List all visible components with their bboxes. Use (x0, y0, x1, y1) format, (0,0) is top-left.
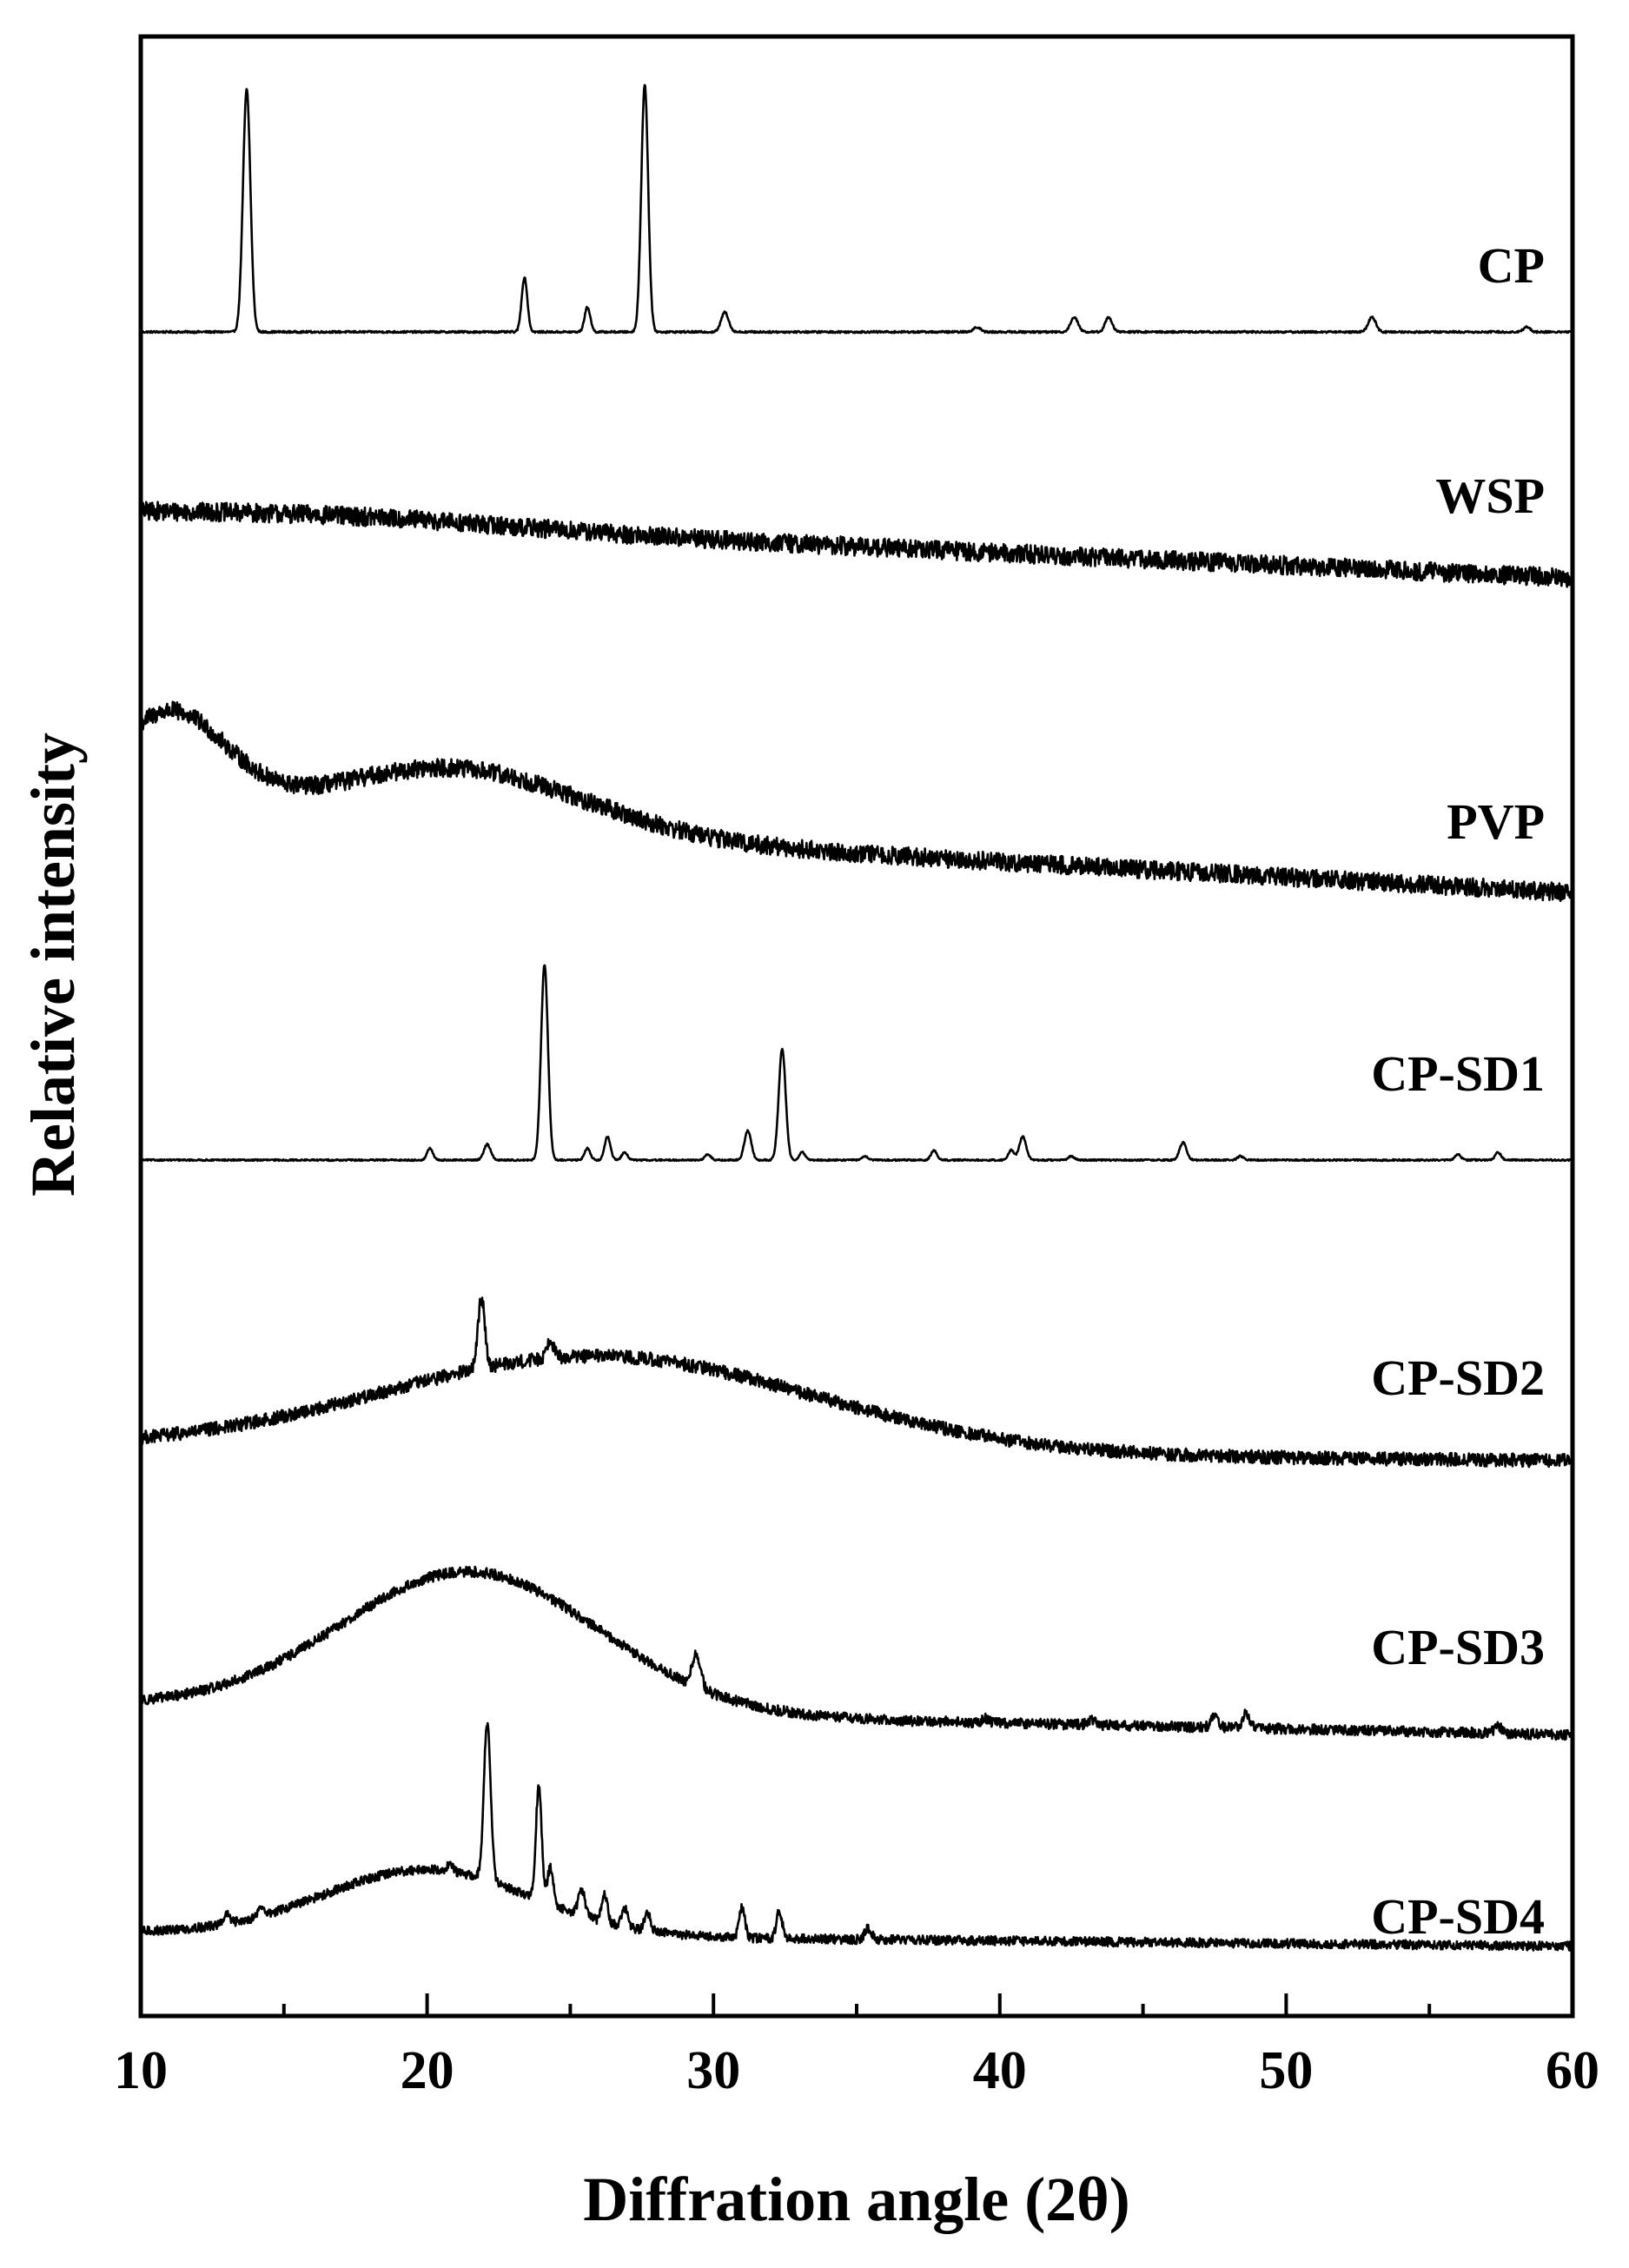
series-label-cp-sd3: CP-SD3 (1371, 1619, 1545, 1675)
series-labels-group: CP WSP PVP CP-SD1 CP-SD2 CP-SD3 CP-SD4 (1371, 237, 1545, 1945)
series-label-pvp: PVP (1447, 793, 1545, 850)
series-line-cp-sd4 (139, 1721, 1574, 1952)
series-line-wsp (139, 501, 1574, 588)
x-tick-label-30: 30 (686, 2041, 740, 2100)
traces-group (139, 83, 1574, 1952)
series-line-cp (139, 83, 1573, 335)
series-line-pvp (140, 700, 1574, 902)
series-label-cp-sd2: CP-SD2 (1371, 1350, 1545, 1406)
x-ticks-group (139, 1993, 1574, 2016)
series-label-wsp: WSP (1435, 468, 1545, 524)
series-label-cp: CP (1478, 237, 1545, 294)
series-label-cp-sd4: CP-SD4 (1371, 1888, 1545, 1945)
x-tick-labels-group: 10 20 30 40 50 60 (114, 2041, 1599, 2100)
x-tick-label-10: 10 (114, 2041, 168, 2100)
y-axis-title: Relative intensity (18, 733, 88, 1197)
x-tick-label-50: 50 (1259, 2041, 1313, 2100)
x-tick-label-40: 40 (973, 2041, 1027, 2100)
x-tick-label-60: 60 (1546, 2041, 1599, 2100)
series-label-cp-sd1: CP-SD1 (1371, 1045, 1545, 1102)
x-axis-title: Diffration angle (2θ) (583, 2165, 1129, 2234)
x-tick-label-20: 20 (401, 2041, 454, 2100)
series-line-cp-sd2 (139, 1296, 1574, 1469)
series-line-cp-sd3 (139, 1565, 1574, 1741)
series-line-cp-sd1 (139, 964, 1573, 1163)
